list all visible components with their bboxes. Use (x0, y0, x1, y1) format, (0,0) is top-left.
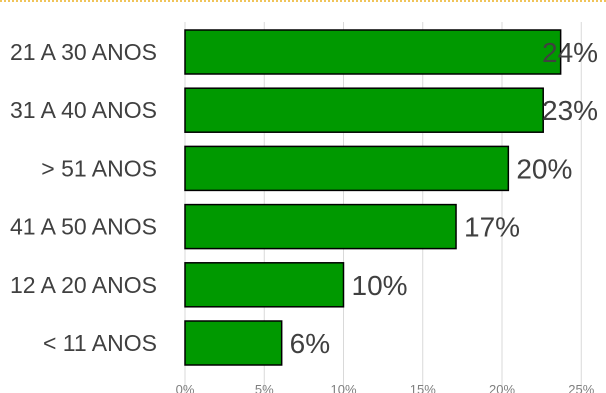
category-label: > 51 ANOS (41, 155, 157, 181)
data-label: 6% (290, 328, 330, 359)
bar (184, 320, 283, 366)
x-tick-label: 15% (410, 382, 436, 393)
bar (184, 145, 510, 192)
x-tick-label: 5% (255, 382, 274, 393)
bar (184, 203, 457, 250)
data-label: 23% (542, 95, 598, 126)
bar (184, 29, 562, 75)
data-labels: 24% 23% 20% 17% 10% 6% (290, 37, 598, 359)
category-label: 41 A 50 ANOS (10, 214, 157, 240)
data-label: 17% (464, 212, 520, 243)
bar (184, 87, 544, 133)
data-label: 24% (542, 37, 598, 68)
data-label: 10% (352, 270, 408, 301)
x-tick-label: 20% (489, 382, 515, 393)
x-axis-tick-labels: 0% 5% 10% 15% 20% 25% (176, 382, 595, 393)
dotted-top-border (0, 0, 606, 2)
category-label: < 11 ANOS (43, 330, 157, 356)
data-label: 20% (516, 153, 572, 184)
category-label: 31 A 40 ANOS (10, 97, 157, 123)
category-labels: 21 A 30 ANOS 31 A 40 ANOS > 51 ANOS 41 A 50… (10, 39, 157, 356)
x-tick-label: 10% (330, 382, 356, 393)
category-label: 21 A 30 ANOS (10, 39, 157, 65)
bars (184, 29, 562, 366)
bar (184, 262, 345, 308)
category-label: 12 A 20 ANOS (10, 272, 157, 298)
x-tick-label: 0% (176, 382, 195, 393)
x-tick-label: 25% (568, 382, 594, 393)
